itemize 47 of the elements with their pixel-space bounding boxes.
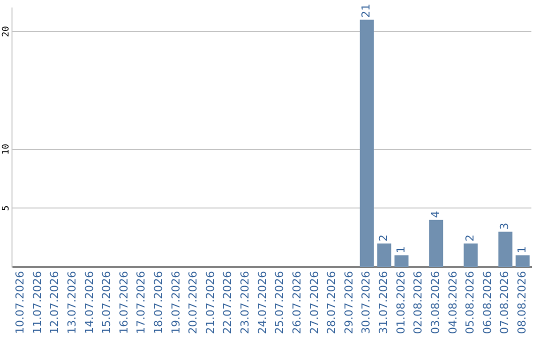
x-tick-label: 13.07.2026 bbox=[65, 271, 78, 334]
data-label: 4 bbox=[428, 210, 442, 218]
x-tick-label: 24.07.2026 bbox=[256, 271, 269, 334]
x-tick-label: 04.08.2026 bbox=[446, 271, 460, 334]
data-label: 2 bbox=[464, 234, 477, 242]
x-tick-label: 30.07.2026 bbox=[360, 271, 373, 334]
x-tick-label: 14.07.2026 bbox=[82, 271, 96, 334]
x-tick-label: 11.07.2026 bbox=[30, 271, 44, 334]
y-tick-label: 20 bbox=[1, 26, 12, 37]
x-tick-label: 15.07.2026 bbox=[100, 271, 114, 334]
data-label: 3 bbox=[498, 222, 512, 230]
data-label: 21 bbox=[360, 4, 373, 18]
x-tick-label: 16.07.2026 bbox=[117, 271, 130, 334]
x-tick-label: 12.07.2026 bbox=[48, 271, 62, 334]
x-tick-label: 27.07.2026 bbox=[308, 271, 321, 334]
x-tick-label: 17.07.2026 bbox=[134, 271, 148, 334]
y-tick-label: 10 bbox=[1, 144, 12, 155]
bar bbox=[498, 232, 512, 268]
x-tick-label: 08.08.2026 bbox=[516, 271, 529, 334]
x-tick-label: 19.07.2026 bbox=[169, 271, 182, 334]
x-tick-label: 06.08.2026 bbox=[480, 271, 494, 334]
x-tick-label: 31.07.2026 bbox=[377, 271, 390, 334]
x-tick-label: 25.07.2026 bbox=[273, 271, 286, 334]
bar bbox=[377, 243, 392, 268]
bar bbox=[360, 20, 374, 268]
bar bbox=[429, 220, 444, 268]
x-tick-label: 18.07.2026 bbox=[152, 271, 165, 334]
y-tick-label: 5 bbox=[1, 205, 12, 211]
x-tick-label: 28.07.2026 bbox=[325, 271, 338, 334]
x-tick-label: 05.08.2026 bbox=[464, 271, 477, 334]
x-tick-label: 10.07.2026 bbox=[14, 271, 27, 334]
data-label: 1 bbox=[394, 246, 408, 254]
x-tick-label: 23.07.2026 bbox=[238, 271, 252, 334]
bar bbox=[464, 243, 478, 268]
x-tick-label: 29.07.2026 bbox=[342, 271, 356, 334]
x-tick-label: 03.08.2026 bbox=[428, 271, 442, 334]
x-tick-label: 21.07.2026 bbox=[204, 271, 217, 334]
bar bbox=[516, 255, 530, 268]
data-label: 1 bbox=[516, 246, 529, 254]
x-tick-label: 01.08.2026 bbox=[394, 271, 408, 334]
x-tick-label: 07.08.2026 bbox=[498, 271, 512, 334]
x-tick-label: 20.07.2026 bbox=[186, 271, 200, 334]
data-label: 2 bbox=[377, 234, 390, 242]
x-tick-label: 26.07.2026 bbox=[290, 271, 304, 334]
x-tick-label: 22.07.2026 bbox=[221, 271, 234, 334]
bar bbox=[394, 255, 409, 268]
x-tick-label: 02.08.2026 bbox=[412, 271, 425, 334]
